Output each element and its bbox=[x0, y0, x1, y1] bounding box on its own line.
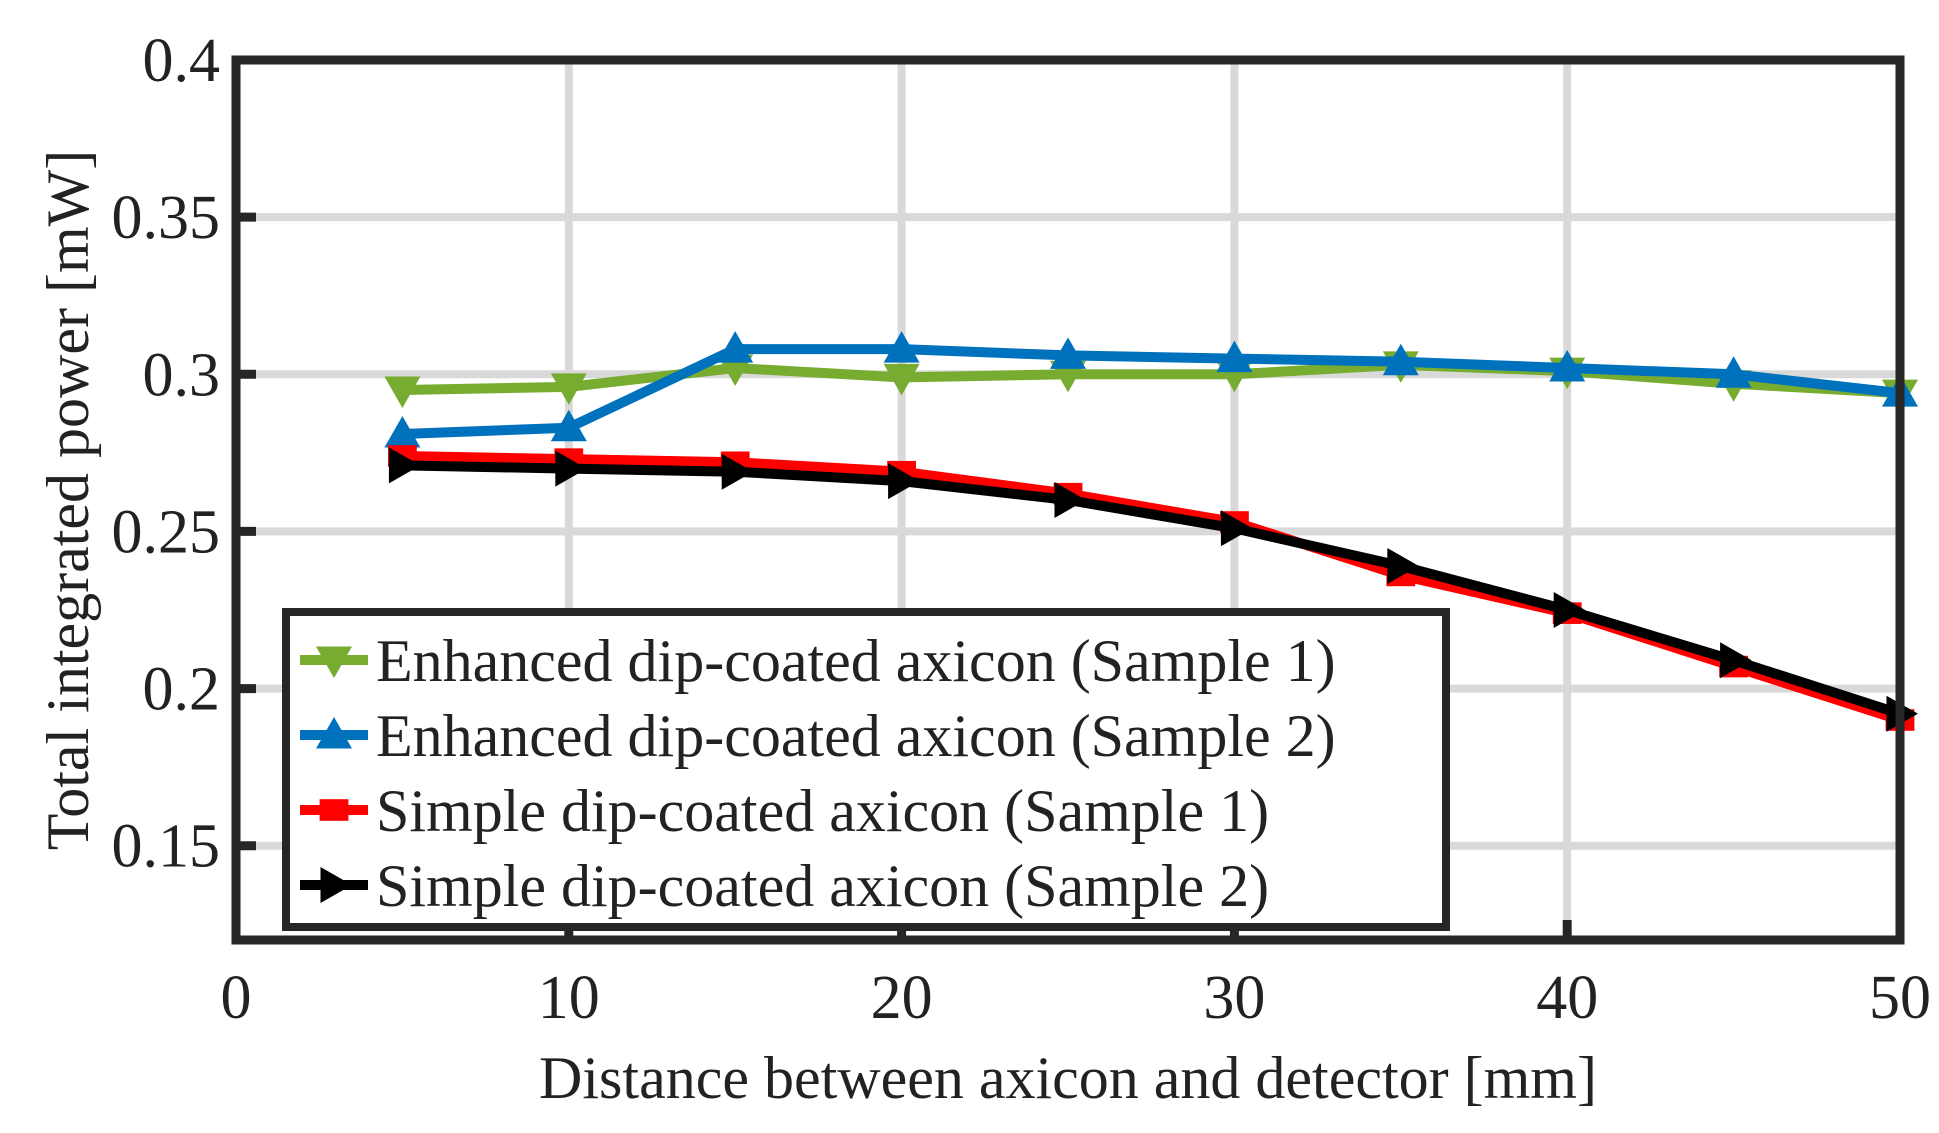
legend-swatch-marker bbox=[316, 646, 352, 678]
series-4 bbox=[388, 447, 1918, 732]
y-axis-label: Total integrated power [mW] bbox=[35, 150, 101, 851]
series-2 bbox=[384, 331, 1918, 448]
series-1-point bbox=[384, 376, 421, 408]
series-4-point bbox=[888, 463, 920, 500]
y-tick-label: 0.15 bbox=[112, 813, 221, 881]
x-tick-label: 50 bbox=[1869, 964, 1931, 1032]
y-tick-label: 0.35 bbox=[112, 184, 221, 252]
plot-frame bbox=[231, 55, 1905, 945]
series-4-line bbox=[402, 460, 1902, 719]
x-tick-label: 10 bbox=[538, 964, 600, 1032]
series-layer bbox=[384, 331, 1918, 732]
x-tick-label: 20 bbox=[871, 964, 933, 1032]
series-2-point bbox=[384, 416, 421, 448]
legend-entry: Simple dip-coated axicon (Sample 1) bbox=[300, 778, 1269, 844]
legend-box bbox=[282, 608, 1450, 931]
series-4-point bbox=[1220, 510, 1253, 547]
series-2-point bbox=[550, 409, 587, 442]
y-tick-label: 0.25 bbox=[112, 498, 221, 566]
x-axis-label: Distance between axicon and detector [mm… bbox=[539, 1045, 1597, 1111]
series-2-point bbox=[1050, 337, 1086, 369]
series-4-point bbox=[1720, 642, 1752, 679]
legend-label: Enhanced dip-coated axicon (Sample 2) bbox=[376, 703, 1336, 769]
series-2-point bbox=[1382, 343, 1419, 376]
tick-layer: 0 10 20 30 40 50 0.15 0.2 0.25 0.3 0.35 0.4 bbox=[112, 27, 1932, 1032]
y-tick-label: 0.4 bbox=[143, 27, 221, 95]
series-4-point bbox=[1553, 592, 1586, 628]
y-tick-label: 0.3 bbox=[143, 341, 221, 409]
legend-swatch-marker bbox=[320, 867, 352, 903]
series-4-point bbox=[1054, 482, 1086, 518]
legend-label: Simple dip-coated axicon (Sample 1) bbox=[376, 778, 1269, 844]
series-4-point bbox=[721, 453, 754, 490]
legend-swatch-marker bbox=[319, 799, 349, 821]
series-2-point bbox=[1715, 356, 1752, 388]
series-4-point bbox=[1387, 548, 1419, 584]
series-1-point bbox=[550, 373, 587, 405]
y-tick-label: 0.2 bbox=[143, 656, 221, 724]
legend-entry: Simple dip-coated axicon (Sample 2) bbox=[300, 853, 1269, 919]
series-4-point bbox=[388, 447, 421, 484]
x-tick-label: 40 bbox=[1536, 964, 1598, 1032]
legend-label: Enhanced dip-coated axicon (Sample 1) bbox=[376, 628, 1336, 694]
x-tick-label: 0 bbox=[221, 964, 252, 1032]
series-1-point bbox=[883, 363, 920, 396]
series-2-point bbox=[1549, 350, 1586, 382]
legend-label: Simple dip-coated axicon (Sample 2) bbox=[376, 853, 1269, 919]
legend-entry: Enhanced dip-coated axicon (Sample 1) bbox=[300, 628, 1336, 694]
series-2-line bbox=[402, 344, 1901, 439]
series-2-point bbox=[717, 331, 754, 363]
x-tick-label: 30 bbox=[1203, 964, 1265, 1032]
legend-entry: Enhanced dip-coated axicon (Sample 2) bbox=[300, 703, 1336, 769]
series-2-point bbox=[883, 331, 920, 363]
legend: Enhanced dip-coated axicon (Sample 1) Enh… bbox=[282, 608, 1450, 931]
series-2-point bbox=[1216, 340, 1253, 373]
series-4-point bbox=[555, 450, 587, 487]
legend-entries: Enhanced dip-coated axicon (Sample 1) Enh… bbox=[300, 628, 1336, 919]
series-1-line bbox=[402, 359, 1901, 399]
legend-swatch-marker bbox=[316, 717, 352, 749]
